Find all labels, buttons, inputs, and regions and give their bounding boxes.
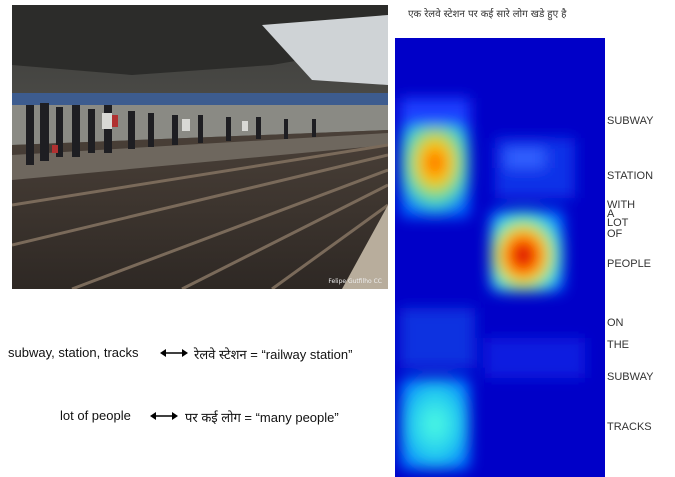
double-arrow bbox=[160, 349, 188, 357]
header-word: है bbox=[561, 9, 567, 20]
word-label: LOT bbox=[607, 217, 629, 229]
word-label: ON bbox=[607, 317, 624, 329]
word-label: SUBWAY bbox=[607, 371, 654, 383]
photo-credit: Felipe Gutfilho CC bbox=[328, 278, 382, 285]
hindi-phrase: पर कई लोग = “many people” bbox=[185, 410, 339, 425]
header-word: खडे bbox=[530, 9, 545, 20]
header-word: हुए bbox=[547, 9, 559, 20]
word-label: OF bbox=[607, 228, 623, 240]
header-word: स्टेशन bbox=[443, 9, 465, 20]
word-label: PEOPLE bbox=[607, 258, 652, 270]
hindi-phrase: रेलवे स्टेशन = “railway station” bbox=[194, 347, 353, 362]
word-label: A bbox=[607, 208, 615, 220]
header-sentence: एक रेलवे स्टेशन पर कई सारे लोग खडे हुए है bbox=[408, 6, 569, 20]
header-word: लोग bbox=[512, 9, 528, 20]
english-phrase: lot of people bbox=[60, 408, 131, 423]
header-word: रेलवे bbox=[424, 9, 441, 20]
header-word: कई bbox=[480, 9, 494, 20]
photo: Felipe Gutfilho CC bbox=[12, 5, 388, 289]
english-phrase: subway, station, tracks bbox=[8, 345, 139, 360]
word-label: SUBWAY bbox=[607, 115, 654, 127]
word-label: WITH bbox=[607, 199, 636, 211]
word-label: TRACKS bbox=[607, 421, 652, 433]
header-word: एक bbox=[408, 9, 422, 20]
word-label: STATION bbox=[607, 170, 654, 182]
header-word: पर bbox=[467, 9, 478, 20]
header-word: सारे bbox=[496, 9, 510, 20]
attention-heatmap bbox=[395, 38, 605, 477]
word-label: THE bbox=[607, 339, 629, 351]
double-arrow bbox=[150, 412, 178, 420]
